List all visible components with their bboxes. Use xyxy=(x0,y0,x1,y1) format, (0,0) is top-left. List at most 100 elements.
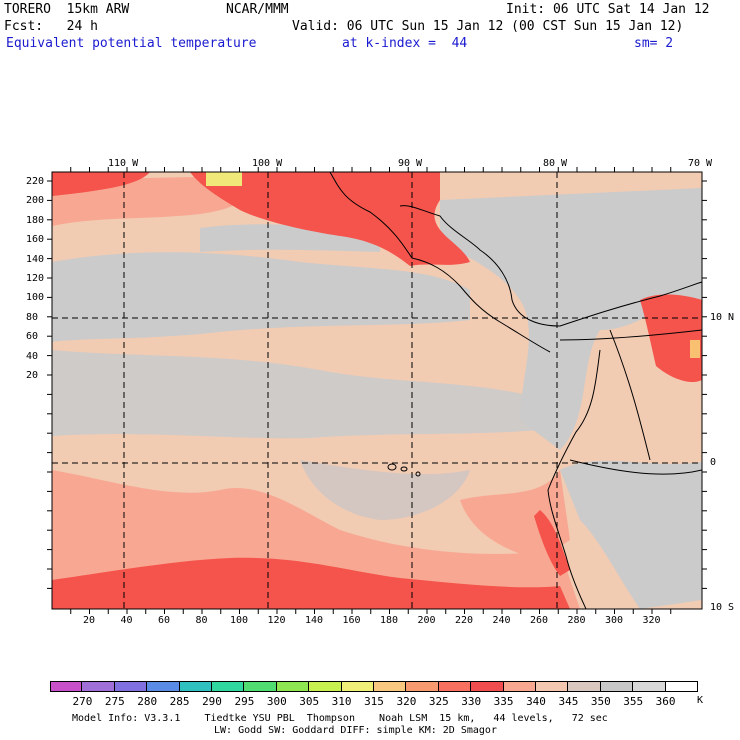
bottom-grid-label: 320 xyxy=(642,615,661,626)
grey-amazon xyxy=(560,460,702,609)
colorbar-cell xyxy=(244,681,277,692)
grey-patch-galapagos xyxy=(300,460,470,520)
colorbar-cell xyxy=(406,681,439,692)
colorbar-cell xyxy=(374,681,407,692)
colorbar-value: 285 xyxy=(169,695,190,708)
left-grid-label: 120 xyxy=(26,273,45,284)
lon-label-70w: 70 W xyxy=(688,158,713,169)
colorbar-value: 275 xyxy=(104,695,125,708)
field-name: Equivalent potential temperature xyxy=(6,36,257,51)
coastlines xyxy=(329,172,702,609)
border-colombia-north xyxy=(559,329,702,341)
colorbar-cell xyxy=(179,681,212,692)
colorbar-unit: K xyxy=(697,695,704,706)
colorbar-value: 270 xyxy=(72,695,93,708)
center-name: NCAR/MMM xyxy=(226,2,289,17)
colorbar-cell xyxy=(633,681,666,692)
colorbar-cell xyxy=(309,681,342,692)
bottom-grid-label: 180 xyxy=(380,615,399,626)
yellow-patch xyxy=(206,172,242,186)
colorbar-cell xyxy=(114,681,148,692)
map-field xyxy=(52,172,702,609)
colorbar-cell xyxy=(471,681,504,692)
bottom-grid-label: 80 xyxy=(195,615,208,626)
galapagos-island-3 xyxy=(415,471,421,477)
colorbar-value: 325 xyxy=(428,695,449,708)
colorbar-value: 295 xyxy=(234,695,255,708)
bottom-grid-label: 160 xyxy=(342,615,361,626)
lat-label-0: 0 xyxy=(710,457,717,468)
colorbar-cell xyxy=(212,681,245,692)
galapagos-island-1 xyxy=(387,463,397,471)
bottom-grid-label: 280 xyxy=(567,615,586,626)
colorbar-value: 350 xyxy=(590,695,611,708)
colorbar-cell xyxy=(536,681,569,692)
lon-label-110w: 110 W xyxy=(108,158,139,169)
bottom-grid-label: 20 xyxy=(83,615,96,626)
border-colombia-venezuela xyxy=(609,329,651,461)
colorbar-cell xyxy=(568,681,601,692)
map-frame xyxy=(51,171,703,610)
colorbar-cell xyxy=(147,681,180,692)
grey-caribbean xyxy=(440,188,702,450)
left-grid-label: 140 xyxy=(26,253,45,265)
colorbar-value: 360 xyxy=(655,695,676,708)
colorbar-value: 345 xyxy=(558,695,579,708)
bottom-grid-label: 240 xyxy=(492,615,511,626)
model-info-line2: LW: Godd SW: Goddard DIFF: simple KM: 2D… xyxy=(214,725,497,736)
colorbar-value: 335 xyxy=(493,695,514,708)
smoothing-info: sm= 2 xyxy=(634,36,674,51)
galapagos-island-2 xyxy=(400,466,408,472)
colorbar-value: 330 xyxy=(461,695,482,708)
colorbar-value: 355 xyxy=(623,695,644,708)
orange-patch xyxy=(690,340,700,358)
bottom-grid-label: 120 xyxy=(267,615,286,626)
colorbar-value: 290 xyxy=(202,695,222,708)
red-peru-strip xyxy=(534,510,570,576)
bottom-grid-label: 60 xyxy=(158,615,171,626)
bottom-grid-label: 300 xyxy=(605,615,624,626)
left-grid-label: 220 xyxy=(26,176,45,187)
coastline-pacific-central-america xyxy=(329,172,551,353)
colorbar-value: 320 xyxy=(396,695,417,708)
init-time: Init: 06 UTC Sat 14 Jan 12 xyxy=(506,2,710,17)
grey-band-north xyxy=(52,252,470,342)
colorbar-value: 305 xyxy=(299,695,320,708)
model-info-line1: Model Info: V3.3.1 Tiedtke YSU PBL Thomp… xyxy=(72,713,608,724)
colorbar-cell xyxy=(438,681,472,692)
lon-label-80w: 80 W xyxy=(543,158,568,169)
colorbar-value: 300 xyxy=(266,695,287,708)
red-south-band xyxy=(52,557,570,609)
left-grid-label: 80 xyxy=(26,311,39,323)
bottom-grid-label: 140 xyxy=(305,615,324,626)
bottom-grid-label: 100 xyxy=(230,615,249,626)
coastline-south-america-west xyxy=(547,349,601,609)
lon-label-90w: 90 W xyxy=(398,158,423,169)
bottom-grid-label: 260 xyxy=(530,615,549,626)
colorbar-cell xyxy=(341,681,374,692)
colorbar-cell xyxy=(600,681,634,692)
left-grid-label: 100 xyxy=(26,292,45,304)
colorbar-frame xyxy=(50,681,698,692)
left-grid-label: 20 xyxy=(26,370,39,381)
bottom-grid-label: 220 xyxy=(455,615,474,626)
lon-label-100w: 100 W xyxy=(252,158,283,169)
red-mexico-central-america xyxy=(190,172,470,266)
red-northwest-corner xyxy=(52,172,150,196)
colorbar-value: 315 xyxy=(364,695,384,708)
lat-lon-grid xyxy=(52,172,702,609)
left-grid-label: 160 xyxy=(26,234,45,246)
colorbar-value: 280 xyxy=(137,695,158,708)
coastline-caribbean xyxy=(399,205,702,327)
level-info: at k-index = 44 xyxy=(342,36,468,51)
red-colombia xyxy=(640,294,702,383)
valid-time: Valid: 06 UTC Sun 15 Jan 12 (00 CST Sun … xyxy=(292,19,684,34)
lat-label-10n: 10 N xyxy=(710,312,735,323)
lat-label-10s: 10 S xyxy=(710,602,735,613)
colorbar-cell xyxy=(50,681,83,692)
forecast-hour: Fcst: 24 h xyxy=(4,19,98,34)
colorbar-cell xyxy=(82,681,115,692)
left-grid-label: 60 xyxy=(26,331,39,343)
bottom-grid-label: 200 xyxy=(417,615,436,626)
